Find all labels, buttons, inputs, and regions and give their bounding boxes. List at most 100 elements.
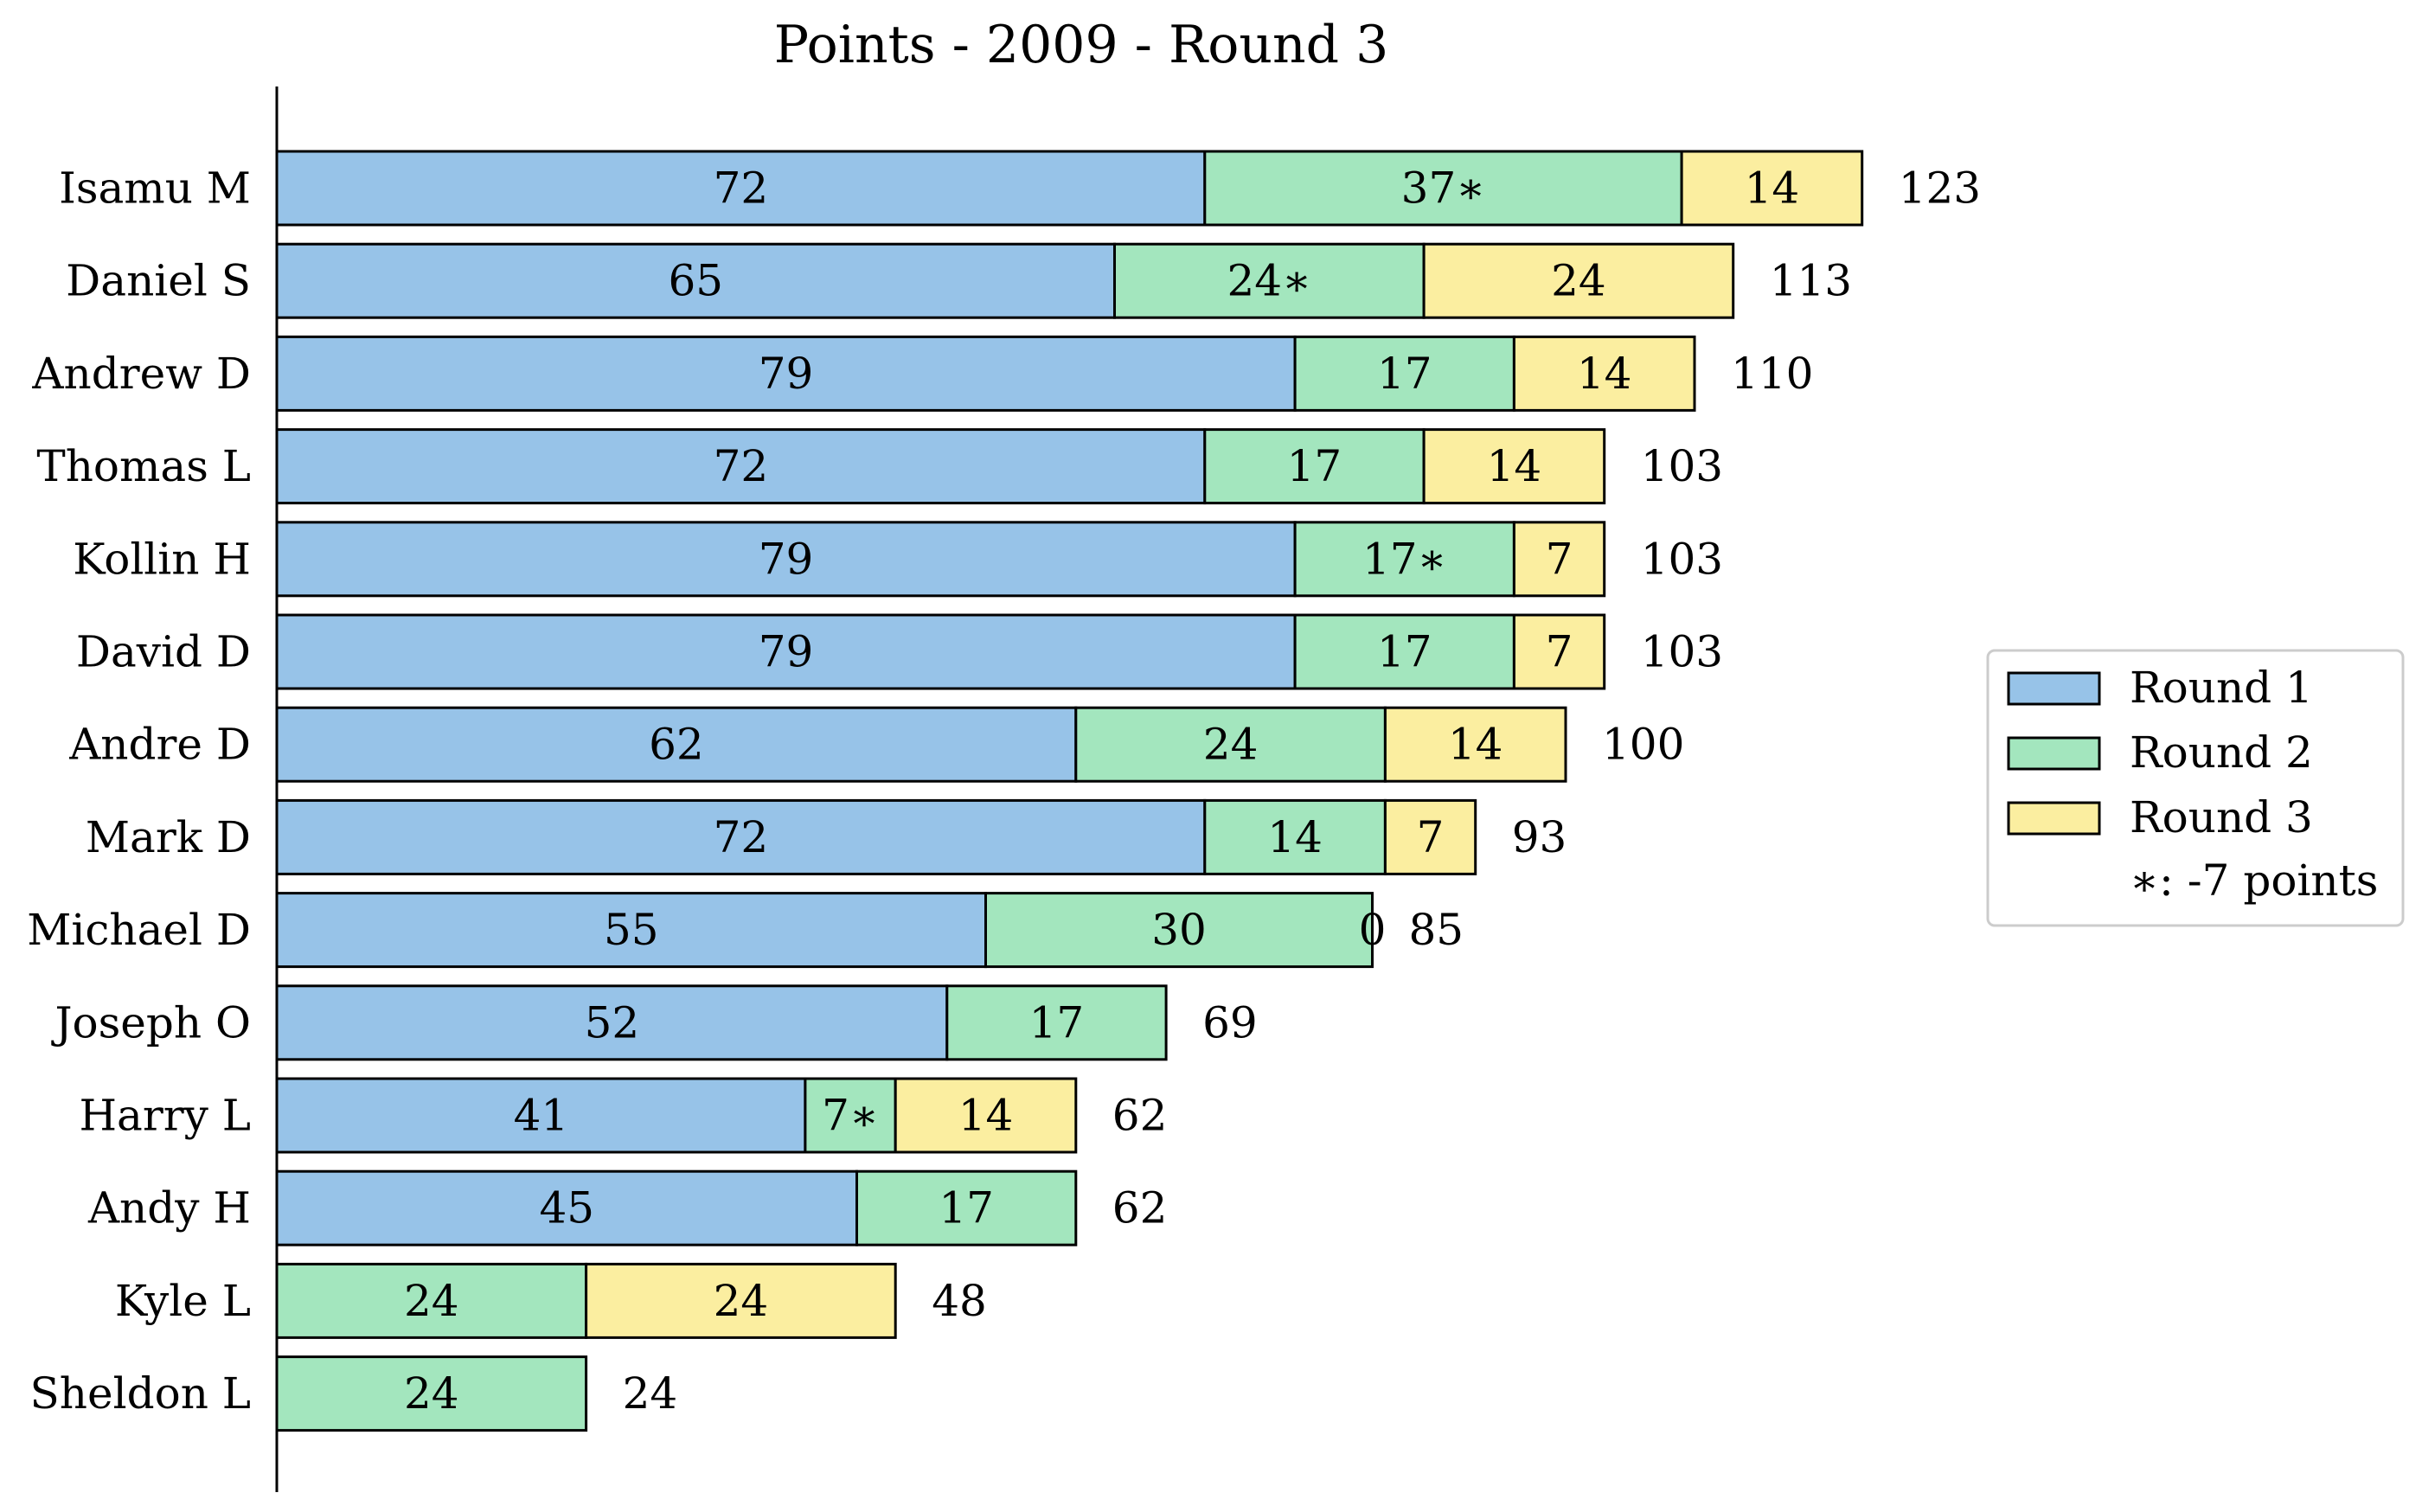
bar-joseph-o-round-2 [945,984,1168,1061]
y-tick-label-mark-d: Mark D [86,812,251,862]
data-label-mark-d-round-2: 14 [1267,812,1323,862]
data-label-kollin-h-round-3: 7 [1546,534,1573,584]
total-label-sheldon-l: 24 [623,1368,678,1419]
data-label-kyle-l-round-2: 24 [404,1276,459,1326]
data-label-andy-h-round-2: 17 [939,1183,994,1233]
data-label-andre-d-round-3: 14 [1448,720,1503,770]
data-label-thomas-l-round-2: 17 [1287,441,1342,491]
legend-swatch-round-3 [2007,801,2101,836]
data-label-kollin-h-round-1: 79 [759,534,814,584]
data-label-kyle-l-round-3: 24 [714,1276,769,1326]
total-label-andy-h: 62 [1112,1183,1168,1233]
bar-michael-d-round-2 [984,892,1374,969]
y-tick-label-andy-h: Andy H [87,1183,251,1233]
bar-kollin-h-round-3 [1512,521,1606,598]
data-label-isamu-m-round-3: 14 [1745,163,1800,214]
data-label-thomas-l-round-3: 14 [1487,441,1542,491]
legend-label-round-1: Round 1 [2130,663,2313,713]
bar-andrew-d-round-3 [1512,335,1696,412]
bar-david-d-round-3 [1512,613,1606,690]
y-tick-label-thomas-l: Thomas L [36,441,251,491]
total-label-joseph-o: 69 [1202,997,1258,1048]
total-label-david-d: 103 [1641,627,1723,677]
data-label-isamu-m-round-2: 37∗ [1401,163,1486,214]
data-label-daniel-s-round-1: 65 [668,256,723,306]
bar-harry-l-round-1 [275,1077,807,1154]
y-tick-label-sheldon-l: Sheldon L [30,1368,251,1419]
bar-andy-h-round-2 [855,1169,1078,1246]
total-label-andre-d: 100 [1602,720,1684,770]
total-label-thomas-l: 103 [1641,441,1723,491]
bar-kyle-l-round-3 [585,1262,897,1339]
legend: Round 1 Round 2 Round 3 ∗: -7 points [1986,649,2405,927]
data-label-harry-l-round-2: 7∗ [822,1091,879,1141]
bar-daniel-s-round-3 [1422,242,1735,319]
data-label-andre-d-round-2: 24 [1203,720,1259,770]
y-tick-label-andrew-d: Andrew D [31,349,251,399]
y-tick-label-kollin-h: Kollin H [73,534,251,584]
y-tick-labels: Isamu M Daniel S Andrew D Thomas L Kollin H D… [27,163,251,1419]
bar-isamu-m-round-2 [1203,150,1683,227]
total-label-kyle-l: 48 [932,1276,987,1326]
y-tick-label-daniel-s: Daniel S [66,256,251,306]
data-label-david-d-round-2: 17 [1377,627,1432,677]
data-label-harry-l-round-1: 41 [514,1091,569,1141]
bar-mark-d-round-3 [1383,798,1477,875]
legend-items: Round 1 Round 2 Round 3 [2007,663,2313,842]
data-label-joseph-o-round-1: 52 [585,997,640,1048]
legend-label-round-2: Round 2 [2130,727,2313,778]
data-label-mark-d-round-3: 7 [1417,812,1445,862]
bar-david-d-round-1 [275,613,1297,690]
data-label-joseph-o-round-2: 17 [1029,997,1085,1048]
total-label-mark-d: 93 [1512,812,1567,862]
data-label-isamu-m-round-1: 72 [714,163,769,214]
bar-harry-l-round-3 [894,1077,1078,1154]
bar-thomas-l-round-1 [275,428,1207,505]
legend-label-round-3: Round 3 [2130,792,2313,842]
data-label-mark-d-round-1: 72 [714,812,769,862]
legend-annotation: ∗: -7 points [2130,855,2378,906]
total-label-harry-l: 62 [1112,1091,1168,1141]
total-label-andrew-d: 110 [1731,349,1813,399]
data-label-andre-d-round-1: 62 [649,720,704,770]
bar-andre-d-round-1 [275,706,1078,783]
bar-thomas-l-round-2 [1203,428,1426,505]
data-label-andrew-d-round-3: 14 [1577,349,1632,399]
bar-andre-d-round-2 [1074,706,1387,783]
data-label-andy-h-round-1: 45 [539,1183,594,1233]
y-tick-label-david-d: David D [76,627,251,677]
data-label-sheldon-l-round-2: 24 [404,1368,459,1419]
bar-harry-l-round-2 [804,1077,897,1154]
total-label-daniel-s: 113 [1770,256,1852,306]
data-label-daniel-s-round-3: 24 [1551,256,1606,306]
bar-kollin-h-round-2 [1293,521,1515,598]
data-label-michael-d-round-3: 0 [1359,905,1387,955]
total-label-isamu-m: 123 [1899,163,1981,214]
y-tick-label-andre-d: Andre D [68,720,251,770]
bar-mark-d-round-2 [1203,798,1387,875]
data-label-daniel-s-round-2: 24∗ [1227,256,1311,306]
legend-frame [1986,649,2405,927]
data-label-andrew-d-round-2: 17 [1377,349,1432,399]
bar-thomas-l-round-3 [1422,428,1606,505]
y-tick-label-joseph-o: Joseph O [51,997,252,1048]
bar-sheldon-l-round-2 [275,1355,588,1432]
total-label-michael-d: 85 [1409,905,1464,955]
bar-isamu-m-round-3 [1680,150,1864,227]
y-tick-label-michael-d: Michael D [27,905,251,955]
bar-andy-h-round-1 [275,1169,858,1246]
bar-andre-d-round-3 [1383,706,1567,783]
total-label-kollin-h: 103 [1641,534,1723,584]
bar-joseph-o-round-1 [275,984,949,1061]
legend-swatch-round-1 [2007,671,2101,706]
data-label-harry-l-round-3: 14 [958,1091,1014,1141]
legend-swatch-round-2 [2007,736,2101,771]
data-label-andrew-d-round-1: 79 [759,349,814,399]
data-label-david-d-round-3: 7 [1546,627,1573,677]
bar-kyle-l-round-2 [275,1262,588,1339]
bar-david-d-round-2 [1293,613,1515,690]
y-tick-label-harry-l: Harry L [79,1091,251,1141]
y-tick-label-isamu-m: Isamu M [59,163,251,214]
